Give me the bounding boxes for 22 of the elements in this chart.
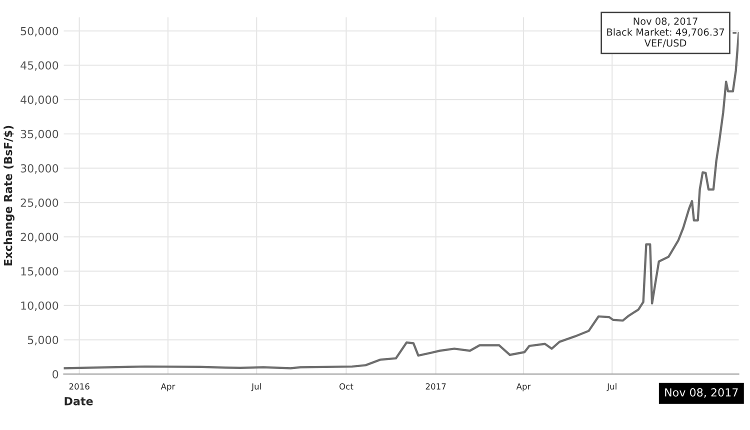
y-tick-label: 5,000 <box>28 336 58 346</box>
x-tick-label: Oct <box>339 383 354 390</box>
y-tick-label: 20,000 <box>20 232 58 242</box>
y-tick-label: 10,000 <box>21 301 58 311</box>
y-tick-label: 50,000 <box>20 26 58 36</box>
text: Nov 08, 2017 <box>665 388 738 398</box>
x-tick-label: 2017 <box>426 383 446 390</box>
y-tick-label: 25,000 <box>20 198 58 208</box>
annotation: Nov 08, 2017 Black Market: 49,706.37 VEF/USD <box>607 18 724 48</box>
y-tick-label: 30,000 <box>20 164 58 174</box>
y-tick-label: 45,000 <box>20 61 58 71</box>
x-tick-label: Jul <box>606 383 616 392</box>
x-tick-label: Apr <box>160 383 176 392</box>
y-tick-label: 40,000 <box>20 96 58 106</box>
x-tick-label: Apr <box>516 383 531 392</box>
x-tick-label: Jul <box>251 383 261 392</box>
y-tick-label: 35,000 <box>20 130 58 140</box>
x-axis-title: Date <box>64 397 93 406</box>
x-tick-label: 2016 <box>69 383 90 390</box>
y-axis-title: Exchange Rate (BsF/$) <box>4 126 14 266</box>
y-tick-label: 15,000 <box>21 267 58 277</box>
y-tick-label: 0 <box>52 370 58 378</box>
